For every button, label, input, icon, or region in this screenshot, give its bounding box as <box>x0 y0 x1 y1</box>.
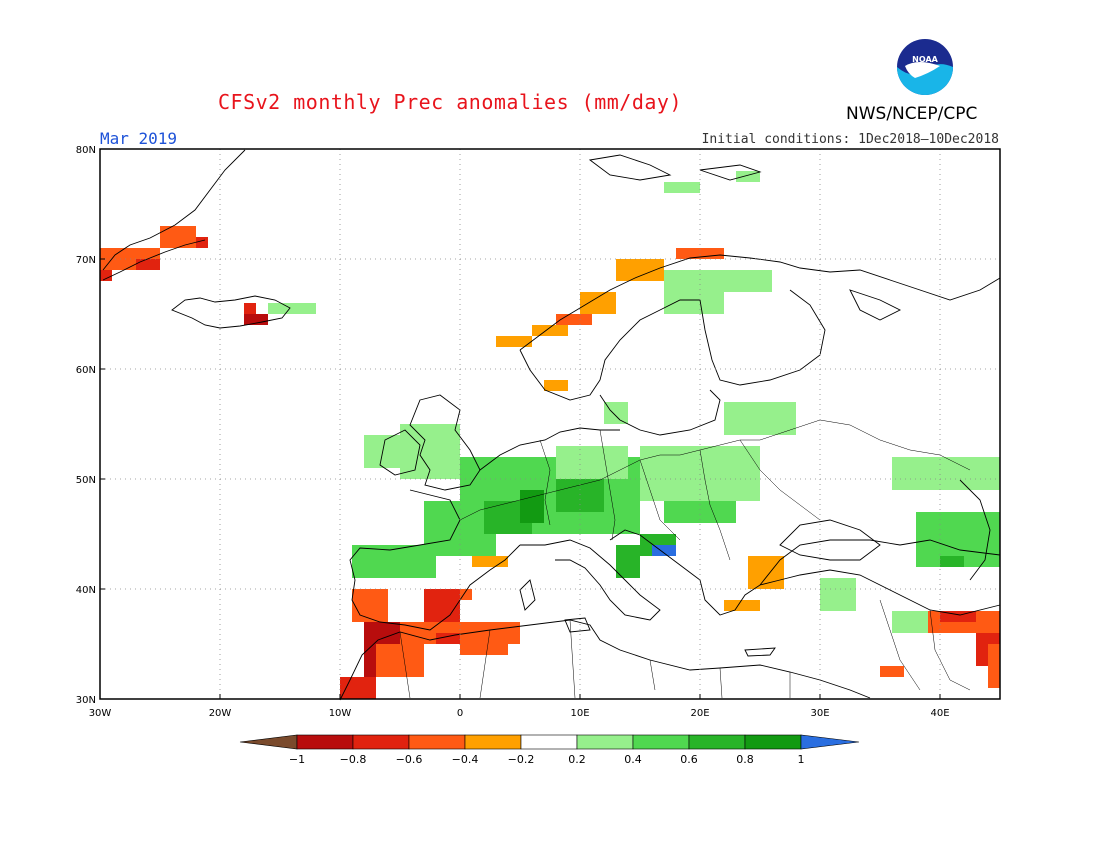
colorbar-level-label: −1 <box>289 753 305 766</box>
anomaly-cell <box>160 226 196 248</box>
longitude-label: 20W <box>209 708 232 719</box>
colorbar-level-label: −0.2 <box>508 753 535 766</box>
longitude-label: 40E <box>930 708 949 719</box>
colorbar-segment <box>576 734 634 750</box>
anomaly-cells <box>100 171 1000 699</box>
anomaly-cell <box>616 545 640 578</box>
colorbar-level-label: −0.8 <box>340 753 367 766</box>
anomaly-cell <box>580 292 616 314</box>
latitude-label: 40N <box>76 585 96 596</box>
map-gridlines <box>100 149 1000 699</box>
anomaly-cell <box>532 325 568 336</box>
anomaly-cell <box>664 270 724 314</box>
longitude-label: 10W <box>329 708 352 719</box>
anomaly-cell <box>652 545 676 556</box>
latitude-label: 70N <box>76 255 96 266</box>
anomaly-cell <box>268 303 316 314</box>
anomaly-cell <box>880 666 904 677</box>
coastlines <box>102 149 1001 701</box>
colorbar-min-arrow <box>239 734 298 750</box>
anomaly-cell <box>940 611 976 622</box>
latitude-labels: 80N 70N 60N 50N 40N 30N <box>76 145 105 706</box>
anomaly-cell <box>664 182 700 193</box>
organization-label: NWS/NCEP/CPC <box>846 104 978 124</box>
anomaly-cell <box>556 314 592 325</box>
anomaly-cell <box>748 556 784 589</box>
anomaly-cell <box>940 556 964 567</box>
anomaly-cell <box>892 457 1000 490</box>
anomaly-cell <box>820 578 856 611</box>
noaa-logo-text: NOAA <box>912 55 938 64</box>
country-borders <box>399 419 971 699</box>
anomaly-cell <box>616 259 664 281</box>
anomaly-cell <box>736 171 760 182</box>
anomaly-cell <box>496 336 532 347</box>
anomaly-cell <box>556 446 628 479</box>
anomaly-cell <box>196 237 208 248</box>
colorbar-segment <box>520 734 578 750</box>
colorbar-level-label: −0.6 <box>396 753 423 766</box>
map-frame <box>99 148 1001 700</box>
colorbar-segment <box>352 734 410 750</box>
anomaly-cell <box>556 479 604 512</box>
latitude-label: 60N <box>76 365 96 376</box>
anomaly-cell <box>988 644 1000 688</box>
colorbar-level-label: 0.2 <box>568 753 586 766</box>
colorbar-level-label: 1 <box>798 753 805 766</box>
initial-conditions-label: Initial conditions: 1Dec2018–10Dec2018 <box>701 132 999 147</box>
anomaly-cell <box>424 589 460 622</box>
colorbar-level-label: 0.6 <box>680 753 698 766</box>
map-background <box>100 149 1000 699</box>
month-label: Mar 2019 <box>100 129 178 148</box>
anomaly-cell <box>520 490 544 523</box>
colorbar-level-label: 0.4 <box>624 753 642 766</box>
anomaly-cell <box>676 248 724 259</box>
anomaly-cell <box>376 644 424 677</box>
noaa-logo: NOAA <box>897 39 953 95</box>
anomaly-cell <box>892 611 928 633</box>
colorbar-segment <box>296 734 354 750</box>
anomaly-cell <box>460 589 472 600</box>
latitude-label: 30N <box>76 695 96 706</box>
anomaly-cell <box>136 259 160 270</box>
anomaly-cell <box>340 677 376 699</box>
map-title: CFSv2 monthly Prec anomalies (mm/day) <box>217 90 683 114</box>
anomaly-cell <box>364 435 400 468</box>
longitude-label: 0 <box>457 708 463 719</box>
latitude-label: 80N <box>76 145 96 156</box>
colorbar-level-label: 0.8 <box>736 753 754 766</box>
latitude-label: 50N <box>76 475 96 486</box>
colorbar: −1 −0.8 −0.6 −0.4 −0.2 0.2 0.4 0.6 0.8 1 <box>239 734 860 766</box>
anomaly-cell <box>460 633 508 655</box>
anomaly-cell <box>352 589 388 622</box>
longitude-label: 20E <box>690 708 709 719</box>
colorbar-level-label: −0.4 <box>452 753 479 766</box>
anomaly-cell <box>724 402 796 435</box>
colorbar-max-arrow <box>800 734 860 750</box>
anomaly-cell <box>436 633 460 644</box>
colorbar-segment <box>744 734 802 750</box>
anomaly-cell <box>100 270 112 281</box>
longitude-label: 10E <box>570 708 589 719</box>
colorbar-segment <box>408 734 466 750</box>
longitude-label: 30W <box>89 708 112 719</box>
anomaly-cell <box>604 402 628 424</box>
anomaly-cell <box>724 270 772 292</box>
anomaly-cell <box>244 314 268 325</box>
anomaly-cell <box>724 600 760 611</box>
longitude-label: 30E <box>810 708 829 719</box>
anomaly-cell <box>352 545 436 578</box>
anomaly-cell <box>244 303 256 314</box>
colorbar-segment <box>688 734 746 750</box>
longitude-labels: 30W 20W 10W 0 10E 20E 30E 40E <box>89 694 950 719</box>
anomaly-cell <box>544 380 568 391</box>
colorbar-segment <box>632 734 690 750</box>
colorbar-segment <box>464 734 522 750</box>
anomaly-cell <box>472 556 508 567</box>
anomaly-cell <box>664 501 736 523</box>
